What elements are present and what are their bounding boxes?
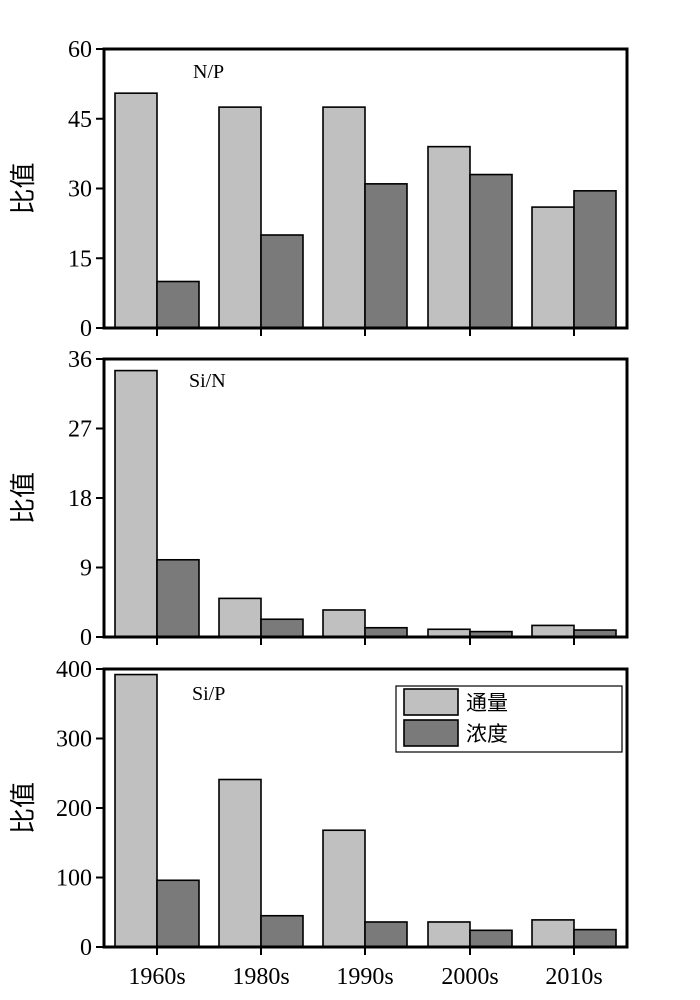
bar-通量-1980s bbox=[218, 597, 262, 638]
bar-浓度-1980s bbox=[260, 234, 304, 329]
bar-浓度-2000s bbox=[469, 929, 513, 948]
y-tick-label: 0 bbox=[80, 935, 92, 961]
y-tick-label: 0 bbox=[80, 316, 92, 342]
y-tick-label: 30 bbox=[68, 177, 92, 203]
y-tick-label: 15 bbox=[68, 246, 92, 272]
bar-通量-1990s bbox=[322, 609, 366, 638]
x-tick-label: 1960s bbox=[128, 964, 185, 990]
bar-通量-1990s bbox=[322, 829, 366, 948]
x-tick-label: 1980s bbox=[232, 964, 289, 990]
bar-浓度-1980s bbox=[260, 618, 304, 638]
y-tick-label: 45 bbox=[68, 107, 92, 133]
bar-浓度-1960s bbox=[156, 558, 200, 638]
panel-title: Si/P bbox=[192, 683, 225, 705]
legend-label: 通量 bbox=[466, 691, 508, 715]
bar-浓度-1960s bbox=[156, 879, 200, 948]
bar-通量-1980s bbox=[218, 778, 262, 948]
bar-通量-2010s bbox=[531, 206, 575, 329]
bar-浓度-1990s bbox=[364, 183, 408, 329]
y-tick-label: 400 bbox=[56, 657, 92, 683]
bar-通量-2000s bbox=[427, 921, 471, 948]
bar-浓度-2000s bbox=[469, 173, 513, 329]
y-tick-label: 9 bbox=[80, 556, 92, 582]
x-tick-label: 2000s bbox=[441, 964, 498, 990]
y-axis-label: 比值 bbox=[9, 472, 39, 524]
y-tick-label: 300 bbox=[56, 727, 92, 753]
bar-通量-1960s bbox=[114, 369, 158, 638]
panel-title: Si/N bbox=[189, 370, 226, 392]
legend-swatch-浓度 bbox=[403, 719, 459, 747]
legend-swatch-通量 bbox=[403, 688, 459, 716]
y-tick-label: 0 bbox=[80, 625, 92, 651]
y-tick-label: 36 bbox=[68, 347, 92, 373]
bar-通量-1960s bbox=[114, 92, 158, 329]
bar-通量-2010s bbox=[531, 919, 575, 948]
y-axis-label: 比值 bbox=[9, 782, 39, 834]
x-axis-labels: 1960s 1980s 1990s 2000s 2010s bbox=[128, 964, 602, 990]
y-tick-label: 200 bbox=[56, 796, 92, 822]
x-tick-label: 1990s bbox=[336, 964, 393, 990]
y-axis-label: 比值 bbox=[9, 162, 39, 214]
y-tick-label: 18 bbox=[68, 486, 92, 512]
x-tick-label: 2010s bbox=[545, 964, 602, 990]
y-tick-label: 60 bbox=[68, 37, 92, 63]
bar-通量-2000s bbox=[427, 145, 471, 329]
bar-通量-1990s bbox=[322, 106, 366, 329]
bar-通量-1960s bbox=[114, 673, 158, 948]
bar-浓度-1980s bbox=[260, 914, 304, 948]
bar-浓度-2010s bbox=[573, 928, 617, 948]
y-tick-label: 27 bbox=[68, 417, 92, 443]
bar-浓度-2010s bbox=[573, 190, 617, 329]
bar-通量-1980s bbox=[218, 106, 262, 329]
panel-title: N/P bbox=[193, 61, 224, 83]
bar-通量-2010s bbox=[531, 624, 575, 638]
bar-浓度-1960s bbox=[156, 280, 200, 329]
panel-1: 0 15 30 45 60 比值 N/P bbox=[9, 37, 629, 342]
panel-2: 0 9 18 27 36 比值 Si/N bbox=[9, 347, 629, 651]
bar-浓度-1990s bbox=[364, 921, 408, 948]
legend-label: 浓度 bbox=[466, 722, 508, 746]
y-tick-label: 100 bbox=[56, 866, 92, 892]
